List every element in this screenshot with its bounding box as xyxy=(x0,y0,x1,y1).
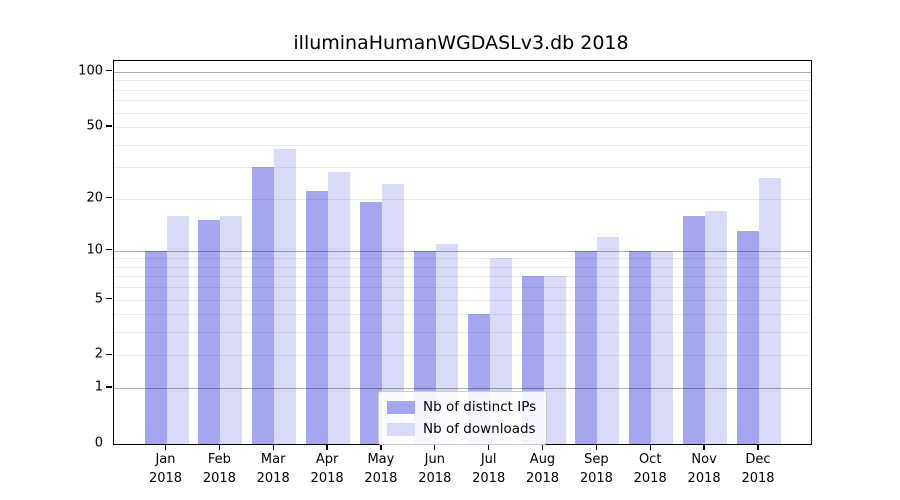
y-tick-label-100: 100 xyxy=(78,63,103,79)
y-tick-label-1: 1 xyxy=(94,379,103,395)
y-tick-label-20: 20 xyxy=(86,190,103,205)
x-tick-mark-mar xyxy=(272,445,274,450)
x-tick-label-nov: Nov 2018 xyxy=(687,452,721,486)
gridline-minor-60 xyxy=(114,112,811,114)
plot-area: Nb of distinct IPs Nb of downloads xyxy=(113,60,812,445)
bar-distinct-ips-sep xyxy=(575,250,598,444)
gridline-1 xyxy=(114,388,811,390)
x-tick-label-dec: Dec 2018 xyxy=(741,452,775,486)
bar-distinct-ips-oct xyxy=(629,250,652,444)
gridline-minor-7 xyxy=(114,276,811,278)
y-tick-mark-2 xyxy=(106,353,112,356)
x-tick-mark-nov xyxy=(703,445,705,450)
y-tick-mark-10 xyxy=(106,248,112,251)
legend-label-distinct-ips: Nb of distinct IPs xyxy=(423,399,537,415)
gridline-minor-4 xyxy=(114,314,811,316)
gridline-minor-80 xyxy=(114,89,811,91)
bar-downloads-mar xyxy=(274,148,297,444)
x-tick-mark-sep xyxy=(595,445,598,450)
bar-downloads-aug xyxy=(543,276,566,444)
bar-downloads-may xyxy=(381,184,404,444)
bar-distinct-ips-jan xyxy=(144,250,167,444)
bar-downloads-nov xyxy=(705,210,728,444)
y-tick-mark-100 xyxy=(106,70,112,72)
y-tick-mark-1 xyxy=(106,386,112,388)
x-tick-label-jun: Jun 2018 xyxy=(418,452,452,486)
x-tick-label-mar: Mar 2018 xyxy=(256,452,290,486)
x-tick-label-feb: Feb 2018 xyxy=(202,452,236,486)
x-tick-label-may: May 2018 xyxy=(364,452,398,486)
x-tick-mark-aug xyxy=(541,445,544,450)
y-tick-label-2: 2 xyxy=(94,346,103,362)
gridline-minor-70 xyxy=(114,100,811,102)
x-tick-label-jul: Jul 2018 xyxy=(472,452,506,486)
bar-downloads-oct xyxy=(651,250,674,444)
bar-downloads-sep xyxy=(597,237,620,444)
gridline-minor-40 xyxy=(114,144,811,146)
x-tick-mark-apr xyxy=(326,445,328,450)
y-tick-label-10: 10 xyxy=(86,242,103,258)
bar-distinct-ips-mar xyxy=(252,167,275,444)
bar-distinct-ips-may xyxy=(359,202,382,444)
x-tick-mark-feb xyxy=(218,445,221,450)
y-tick-label-0: 0 xyxy=(94,435,103,451)
y-tick-mark-5 xyxy=(106,297,112,300)
legend-entry-downloads: Nb of downloads xyxy=(387,421,536,437)
gridline-10 xyxy=(114,250,811,252)
x-tick-label-oct: Oct 2018 xyxy=(633,452,667,486)
gridline-minor-5 xyxy=(114,299,811,301)
x-tick-label-aug: Aug 2018 xyxy=(525,452,560,486)
gridline-minor-30 xyxy=(114,167,811,168)
bar-distinct-ips-feb xyxy=(198,220,221,444)
bar-downloads-jan xyxy=(166,215,189,444)
bar-downloads-feb xyxy=(220,215,243,444)
gridline-minor-90 xyxy=(114,80,811,82)
x-tick-mark-jul xyxy=(488,445,490,450)
y-tick-mark-50 xyxy=(106,125,112,127)
x-tick-label-jan: Jan 2018 xyxy=(148,452,183,486)
bar-downloads-apr xyxy=(328,172,351,444)
gridline-100 xyxy=(114,71,811,73)
y-tick-mark-20 xyxy=(106,196,112,199)
x-tick-label-sep: Sep 2018 xyxy=(579,452,613,486)
gridline-minor-2 xyxy=(114,355,811,357)
x-tick-mark-oct xyxy=(649,445,651,450)
gridline-minor-9 xyxy=(114,258,811,260)
legend-swatch-downloads-icon xyxy=(387,422,415,436)
gridline-minor-3 xyxy=(114,332,811,334)
bar-distinct-ips-nov xyxy=(683,215,706,444)
gridline-minor-50 xyxy=(114,126,811,128)
x-tick-mark-dec xyxy=(757,445,759,450)
x-tick-mark-may xyxy=(380,445,382,450)
y-tick-label-50: 50 xyxy=(86,118,103,134)
gridline-minor-6 xyxy=(114,287,811,289)
x-tick-mark-jun xyxy=(434,445,436,450)
gridline-minor-20 xyxy=(114,198,811,200)
x-tick-mark-jan xyxy=(164,445,167,450)
bar-downloads-dec xyxy=(758,178,781,444)
bar-distinct-ips-dec xyxy=(736,231,759,444)
chart-title: illuminaHumanWGDASLv3.db 2018 xyxy=(293,32,629,54)
bar-distinct-ips-apr xyxy=(306,191,329,444)
y-tick-label-5: 5 xyxy=(94,291,103,306)
legend-label-downloads: Nb of downloads xyxy=(423,421,536,437)
gridline-minor-8 xyxy=(114,266,811,268)
legend: Nb of distinct IPs Nb of downloads xyxy=(378,391,548,445)
legend-swatch-distinct-ips-icon xyxy=(387,400,415,414)
x-tick-label-apr: Apr 2018 xyxy=(310,452,344,486)
legend-entry-distinct-ips: Nb of distinct IPs xyxy=(387,399,536,415)
